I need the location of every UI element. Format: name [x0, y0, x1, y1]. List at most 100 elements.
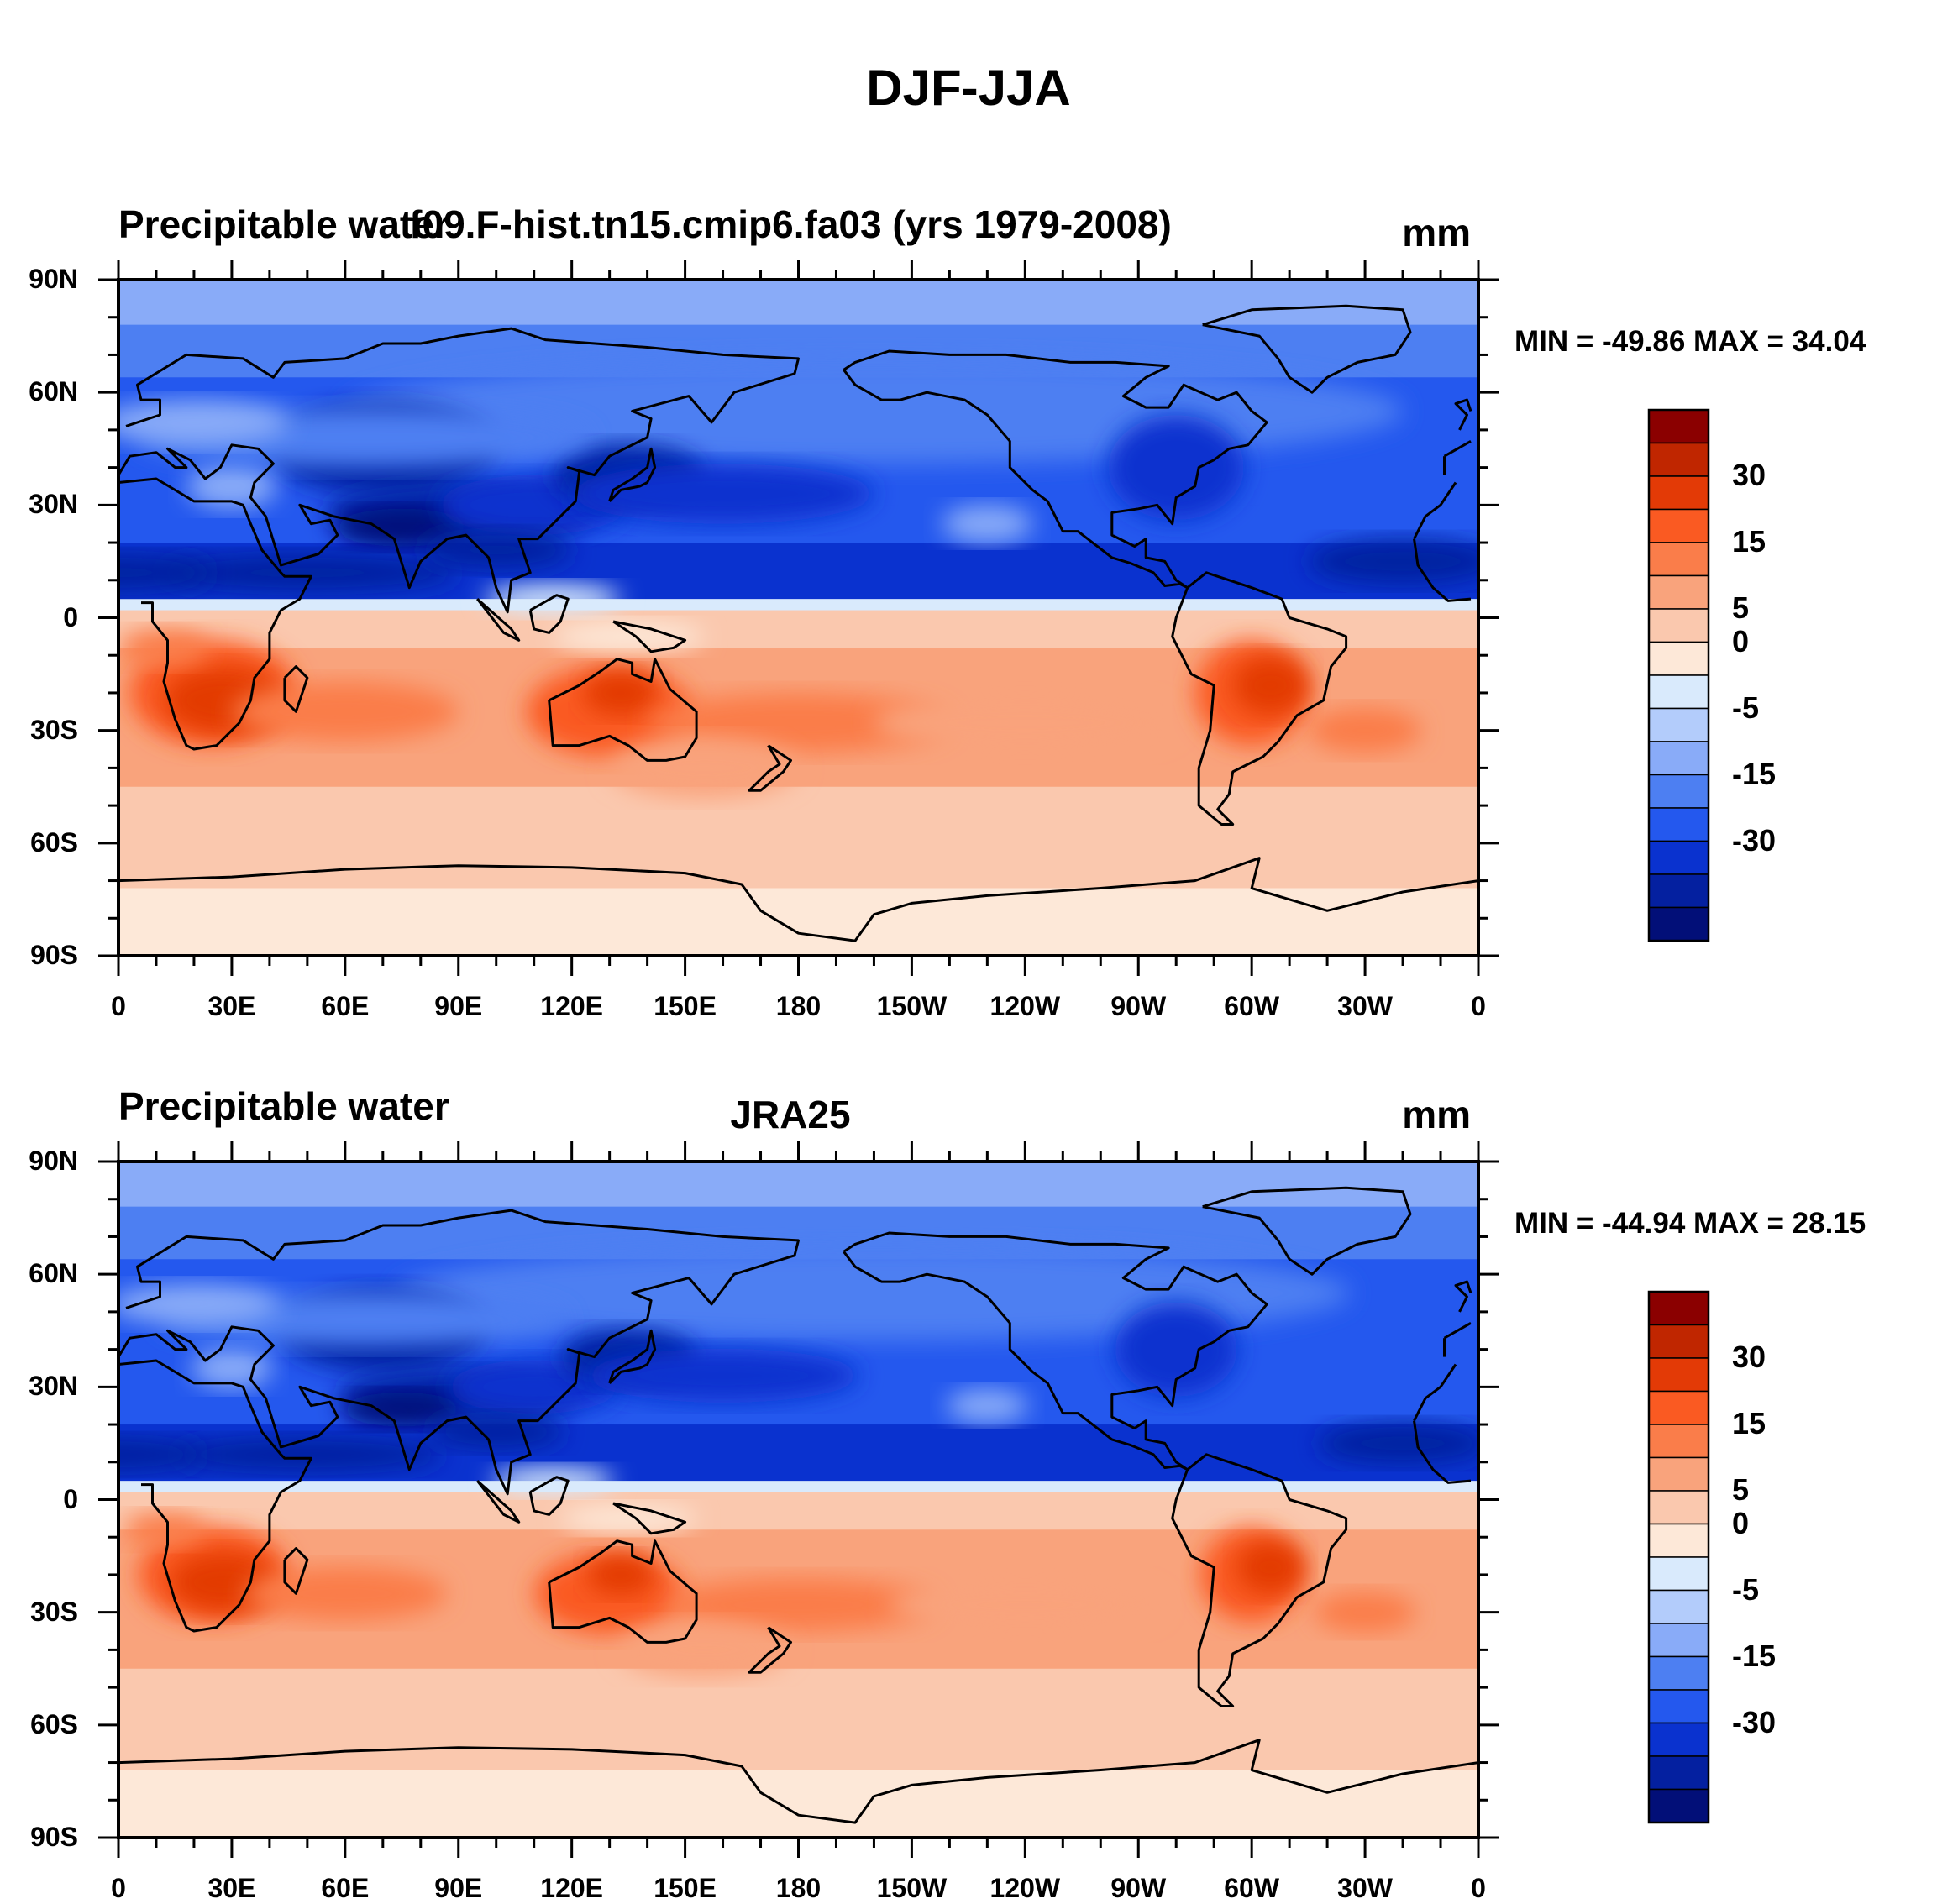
contour-band — [118, 280, 1478, 326]
x-tick-label: 60W — [1224, 1873, 1280, 1903]
anomaly-region — [1236, 1539, 1305, 1595]
panel-variable-title: Precipitable water — [118, 1084, 449, 1128]
anomaly-region — [485, 584, 622, 615]
contour-band — [118, 888, 1478, 956]
y-tick-label: 90N — [29, 1146, 78, 1176]
x-tick-label: 150E — [654, 991, 717, 1021]
coastline-northamerica — [843, 349, 1268, 590]
x-tick-label: 90E — [434, 1873, 483, 1903]
coastline-eurasia — [118, 1209, 800, 1496]
colorbar-swatch — [1648, 1456, 1709, 1492]
colorbar-swatch — [1648, 574, 1709, 610]
anomaly-region — [118, 400, 289, 445]
anomaly-region — [874, 692, 1177, 753]
anomaly-region — [1108, 415, 1245, 521]
anomaly-region — [1317, 1423, 1478, 1464]
colorbar-swatch — [1648, 1357, 1709, 1393]
y-tick-label: 0 — [63, 1483, 78, 1514]
anomaly-region — [583, 670, 659, 716]
colorbar-swatch — [1648, 1490, 1709, 1525]
colorbar-swatch — [1648, 1689, 1709, 1724]
coastline-australia — [548, 1539, 698, 1644]
y-tick-label: 60N — [29, 1258, 78, 1289]
coastline-northamerica — [843, 1231, 1268, 1471]
colorbar-label: -15 — [1732, 756, 1777, 791]
coastline-newguinea — [612, 620, 687, 653]
panel-case-title: f09.F-hist.tn15.cmip6.fa03 (yrs 1979-200… — [409, 202, 1172, 246]
panel-units: mm — [1402, 1093, 1471, 1136]
coastline-uk — [1454, 398, 1472, 431]
coastline-madagascar — [283, 665, 309, 713]
y-tick-label: 90N — [29, 264, 78, 294]
x-tick-label: 150W — [876, 1873, 948, 1903]
contour-band — [118, 1162, 1478, 1208]
anomaly-region — [647, 692, 950, 753]
coastline-southamerica — [1171, 571, 1348, 826]
colorbar-swatch — [1648, 774, 1709, 809]
colorbar-swatch — [1648, 542, 1709, 577]
anomaly-region — [118, 628, 209, 667]
x-tick-label: 180 — [775, 991, 822, 1021]
x-tick-label: 90W — [1110, 1873, 1167, 1903]
colorbar-swatch — [1648, 1291, 1709, 1326]
anomaly-region — [420, 531, 572, 569]
coastline-australia — [548, 658, 698, 762]
coastlines — [118, 1186, 1478, 1824]
coastline-africa — [118, 477, 312, 751]
colorbar-swatch — [1648, 1324, 1709, 1359]
anomaly-region — [889, 1577, 1162, 1632]
anomaly-region — [662, 1577, 935, 1632]
colorbar-swatch — [1648, 807, 1709, 842]
coastline-southamerica — [1171, 1453, 1348, 1707]
colorbar-swatch — [1648, 1788, 1709, 1823]
colorbar-swatch — [1648, 608, 1709, 643]
contour-band — [118, 1668, 1478, 1734]
x-tick-label: 120W — [989, 1873, 1061, 1903]
coastline-africa — [1413, 538, 1472, 602]
coastline-africa — [1413, 1420, 1472, 1484]
colorbar-swatch — [1648, 873, 1709, 909]
colorbar-label: 30 — [1732, 458, 1766, 492]
coastlines — [118, 304, 1478, 942]
colorbar-swatch — [1648, 674, 1709, 710]
contour-band — [118, 599, 1478, 611]
colorbar-swatch — [1648, 1722, 1709, 1757]
anomaly-region — [586, 1554, 655, 1596]
colorbar-swatch — [1648, 1390, 1709, 1425]
anomaly-region — [340, 1393, 464, 1427]
y-tick-label: 90S — [30, 1822, 78, 1852]
coastline-newguinea — [612, 1502, 687, 1535]
x-tick-label: 120E — [540, 991, 604, 1021]
colorbar-swatch — [1648, 641, 1709, 676]
anomaly-region — [171, 1437, 444, 1471]
y-tick-label: 30S — [30, 714, 78, 745]
x-tick-label: 180 — [775, 1873, 822, 1903]
panel-min-max: MIN = -49.86 MAX = 34.04 — [1514, 325, 1866, 358]
panel-variable-title: Precipitable water — [118, 202, 449, 246]
contour-band — [118, 1481, 1478, 1493]
contour-band — [118, 1770, 1478, 1838]
colorbar-label: 30 — [1732, 1340, 1766, 1374]
anomaly-region — [428, 1414, 564, 1450]
colorbar-label: 0 — [1732, 623, 1750, 658]
anomaly-region — [397, 1246, 1351, 1340]
x-tick-label: 30W — [1337, 1873, 1393, 1903]
colorbar-label: -30 — [1732, 1704, 1777, 1739]
colorbar-swatch — [1648, 906, 1709, 942]
anomaly-region — [586, 1348, 859, 1403]
colorbar-swatch — [1648, 508, 1709, 543]
coastline-japan — [608, 1329, 657, 1384]
anomaly-region — [1232, 655, 1309, 716]
x-tick-label: 30W — [1337, 991, 1393, 1021]
coastline-africa — [118, 1359, 312, 1633]
coastline-greenland — [1202, 304, 1412, 394]
colorbar-label: -30 — [1732, 822, 1777, 858]
axis-ticks — [98, 260, 1499, 976]
coastline-eurasia — [118, 327, 800, 614]
coastline-africa — [1413, 1363, 1457, 1422]
x-tick-label: 60E — [321, 991, 370, 1021]
anomaly-region — [618, 1623, 790, 1677]
anomaly-region — [243, 1566, 448, 1621]
anomaly-region — [123, 1513, 205, 1547]
coastline-borneo — [528, 1476, 570, 1516]
